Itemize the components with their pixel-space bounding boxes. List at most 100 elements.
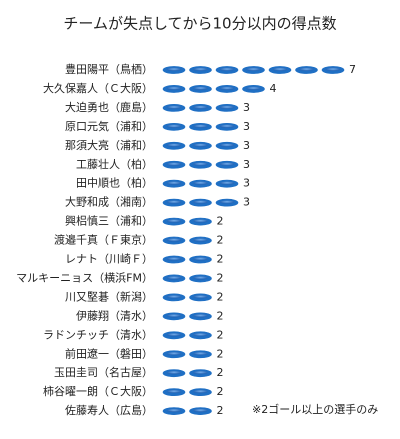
icon-shine: [167, 314, 181, 318]
icon-shine: [273, 67, 287, 71]
icon-shine: [220, 124, 234, 128]
icon-shine: [193, 408, 208, 413]
icon-shine: [220, 67, 234, 71]
category-label: 渡邉千真（Ｆ東京）: [54, 233, 153, 247]
category-label: 工藤壮人（柏）: [76, 157, 153, 171]
icon-shine: [167, 276, 181, 280]
icon-shine: [193, 257, 208, 261]
icon-shine: [326, 67, 340, 71]
icon-bar: [162, 198, 239, 207]
icon-shine: [193, 238, 208, 242]
icon-shine: [193, 124, 208, 128]
icon-bar: [162, 350, 212, 359]
icon-shine: [246, 67, 261, 71]
category-label: 前田遼一（磐田）: [65, 346, 153, 360]
icon-shine: [220, 162, 234, 166]
icon-bar: [162, 255, 212, 264]
value-label: 2: [217, 271, 224, 284]
icon-bar: [162, 160, 239, 169]
icon-shine: [193, 181, 208, 185]
icon-shine: [193, 219, 208, 223]
category-label: 大迫勇也（鹿島）: [65, 100, 153, 114]
value-label: 2: [217, 366, 224, 379]
icon-shine: [193, 333, 208, 337]
icon-shine: [193, 200, 208, 204]
value-label: 3: [243, 196, 250, 209]
value-label: 2: [217, 253, 224, 266]
icon-shine: [167, 105, 181, 109]
icon-shine: [193, 314, 208, 318]
value-label: 4: [270, 82, 277, 95]
category-label: 大野和成（湘南）: [65, 195, 153, 209]
category-label: レナト（川崎Ｆ）: [65, 252, 153, 266]
icon-bar: [162, 293, 212, 302]
value-label: 3: [243, 177, 250, 190]
icon-shine: [193, 162, 208, 166]
icon-bar: [162, 141, 239, 150]
category-label: 川又堅碁（新潟）: [65, 289, 153, 303]
category-label: 那須大亮（浦和）: [65, 138, 153, 152]
icon-bar: [162, 122, 239, 131]
icon-shine: [167, 389, 181, 394]
icon-bar: [162, 104, 239, 112]
note: ※2ゴール以上の選手のみ: [252, 402, 378, 416]
category-label: 玉田圭司（名古屋）: [54, 365, 153, 379]
icon-bar: [162, 236, 212, 245]
icon-shine: [193, 67, 208, 71]
icon-shine: [299, 67, 314, 71]
icon-shine: [220, 200, 234, 204]
icon-bar: [162, 217, 212, 226]
icon-shine: [167, 181, 181, 185]
icon-shine: [193, 389, 208, 394]
icon-bar: [162, 274, 212, 283]
icon-shine: [220, 143, 234, 147]
icon-shine: [167, 257, 181, 261]
icon-shine: [167, 143, 181, 147]
category-label: 佐藤寿人（広島）: [65, 403, 153, 417]
category-label: 田中順也（柏）: [76, 176, 153, 190]
category-label: 興梠慎三（浦和）: [65, 214, 153, 228]
icon-bar: [162, 369, 212, 378]
icon-shine: [167, 219, 181, 223]
icon-shine: [193, 371, 208, 375]
icon-shine: [193, 295, 208, 299]
category-label: 柿谷曜一朗（Ｃ大阪）: [43, 384, 153, 398]
icon-shine: [246, 86, 261, 90]
category-label: マルキーニョス（横浜FM）: [16, 270, 153, 284]
icon-shine: [167, 124, 181, 128]
icon-bar: [162, 179, 239, 188]
icon-shine: [193, 276, 208, 280]
category-label: 豊田陽平（鳥栖）: [65, 62, 153, 76]
value-label: 3: [243, 139, 250, 152]
category-label: 伊藤翔（清水）: [76, 308, 153, 322]
value-label: 2: [217, 385, 224, 398]
icon-bar: [162, 388, 212, 397]
icon-shine: [220, 181, 234, 185]
icon-bar: [162, 85, 265, 93]
value-label: 7: [349, 63, 356, 76]
value-label: 2: [217, 234, 224, 247]
icon-shine: [167, 408, 181, 413]
value-label: 3: [243, 120, 250, 133]
category-label: 原口元気（浦和）: [65, 119, 153, 133]
icon-shine: [167, 67, 181, 71]
chart-title: チームが失点してから10分以内の得点数: [63, 15, 336, 33]
value-label: 2: [217, 309, 224, 322]
icon-shine: [167, 333, 181, 337]
icon-shine: [167, 352, 181, 356]
icon-bar: [162, 66, 345, 74]
icon-shine: [167, 238, 181, 242]
category-label: 大久保嘉人（Ｃ大阪）: [43, 81, 153, 95]
icon-shine: [220, 86, 234, 90]
value-label: 3: [243, 158, 250, 171]
icon-shine: [167, 200, 181, 204]
value-label: 2: [217, 215, 224, 228]
icon-bar: [162, 331, 212, 340]
value-label: 2: [217, 328, 224, 341]
category-label: ラドンチッチ（清水）: [43, 328, 153, 341]
icon-shine: [167, 371, 181, 375]
value-label: 2: [217, 347, 224, 360]
value-label: 2: [217, 404, 224, 417]
